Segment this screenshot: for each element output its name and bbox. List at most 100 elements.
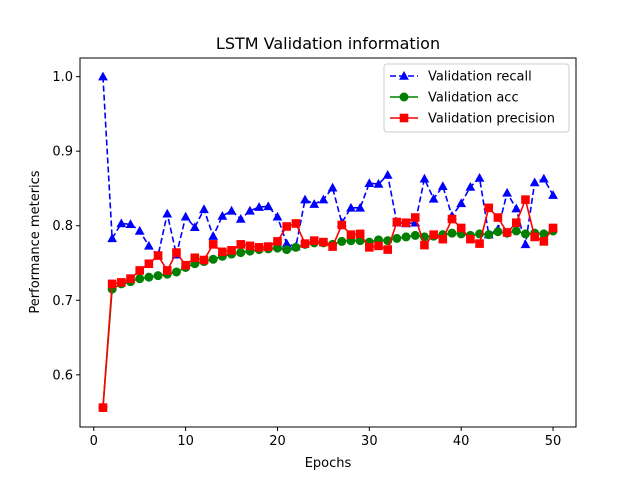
validation-precision-point	[447, 214, 457, 224]
validation-recall-point	[318, 194, 329, 204]
validation-recall-point	[529, 177, 540, 187]
validation-precision-point	[144, 259, 154, 269]
validation-precision-point	[199, 255, 209, 265]
x-axis-label: Epochs	[305, 456, 352, 471]
validation-recall-point	[98, 71, 108, 81]
validation-recall-point	[254, 202, 264, 211]
validation-recall-point	[107, 233, 118, 243]
validation-recall-point	[548, 190, 558, 199]
validation-precision-point	[107, 279, 117, 289]
validation-acc-point	[153, 271, 163, 281]
validation-recall-point	[437, 181, 448, 190]
validation-recall-point	[419, 173, 430, 183]
validation-precision-point	[401, 218, 411, 228]
validation-acc-point	[135, 274, 145, 284]
legend: Validation recall Validation acc Validatio…	[383, 63, 570, 133]
validation-acc-point	[337, 236, 347, 246]
validation-precision-point	[162, 266, 172, 275]
validation-precision-point	[484, 203, 494, 213]
validation-recall-point	[162, 208, 173, 218]
validation-acc-point	[171, 267, 181, 277]
validation-precision-point	[300, 239, 310, 248]
validation-recall-point	[327, 182, 338, 192]
y-axis-label: Performance meterics	[28, 170, 43, 313]
validation-precision-point	[236, 240, 246, 249]
y-tick-label: 0.9	[52, 145, 73, 160]
validation-acc-point	[282, 245, 292, 255]
validation-precision-point	[521, 195, 530, 204]
validation-precision-point	[273, 237, 282, 246]
validation-recall-point	[125, 219, 136, 228]
validation-recall-point	[373, 178, 384, 188]
validation-precision-point	[190, 253, 200, 263]
validation-recall-point	[428, 193, 439, 203]
legend-label: Validation precision	[428, 112, 555, 127]
validation-recall-point	[208, 231, 219, 240]
validation-precision-point	[117, 278, 126, 287]
legend-item-validation-recall: Validation recall	[390, 70, 532, 85]
y-tick-label: 0.8	[52, 219, 73, 234]
axes: 0 10 20 30 40 50 0.6 0.7 0.8 0.9 1.0	[52, 70, 561, 449]
validation-acc-point	[144, 272, 154, 282]
x-tick-label: 0	[90, 434, 98, 449]
plot-frame	[79, 57, 577, 428]
validation-acc-point	[236, 248, 246, 258]
validation-precision-point	[502, 228, 512, 237]
validation-precision-point	[218, 247, 227, 257]
validation-recall-point	[355, 202, 366, 212]
validation-recall-point	[364, 178, 375, 187]
validation-precision-point	[282, 222, 291, 231]
validation-recall-point	[245, 205, 255, 215]
legend-box	[383, 63, 570, 133]
validation-recall-point	[134, 225, 145, 235]
legend-item-validation-precision: Validation precision	[390, 112, 555, 127]
validation-precision-point	[309, 236, 319, 245]
validation-recall-point	[144, 240, 154, 250]
validation-precision-point	[153, 251, 163, 260]
validation-precision-point	[337, 220, 347, 230]
validation-precision-point	[392, 217, 402, 227]
validation-precision-point	[410, 213, 420, 222]
validation-precision-point	[548, 223, 558, 233]
validation-recall-point	[300, 194, 310, 204]
validation-acc-point	[291, 242, 301, 252]
validation-precision-point	[291, 219, 301, 228]
validation-recall-point	[116, 218, 127, 228]
validation-precision-point	[511, 218, 521, 228]
validation-recall-point	[180, 211, 191, 221]
y-tick-label: 0.6	[52, 368, 73, 383]
validation-precision-point	[475, 239, 484, 248]
validation-precision-point	[355, 229, 365, 239]
validation-acc-point	[484, 230, 494, 240]
validation-precision-point	[245, 241, 255, 251]
y-tick-label: 0.7	[52, 294, 73, 309]
validation-precision-point	[383, 245, 393, 254]
legend-swatch-marker	[399, 92, 409, 102]
validation-recall-point	[538, 173, 549, 183]
validation-acc-point	[511, 226, 521, 236]
validation-precision-series	[98, 195, 558, 412]
validation-acc-point	[410, 230, 420, 240]
validation-recall-point	[272, 211, 283, 221]
validation-precision-point	[172, 248, 181, 257]
validation-precision-point	[374, 241, 383, 251]
validation-precision-point	[227, 246, 236, 255]
y-tick-label: 1.0	[52, 70, 73, 85]
validation-precision-point	[254, 243, 264, 252]
validation-acc-point	[208, 254, 218, 264]
validation-precision-point	[208, 240, 218, 249]
validation-recall-point	[456, 198, 467, 208]
validation-precision-point	[126, 274, 135, 283]
validation-recall-point	[235, 213, 246, 223]
validation-recall-point	[199, 204, 209, 214]
validation-precision-point	[263, 242, 273, 251]
chart-title: LSTM Validation information	[216, 34, 440, 53]
validation-recall-point	[520, 239, 531, 249]
validation-recall-point	[226, 205, 237, 215]
validation-precision-point	[365, 243, 374, 252]
validation-precision-point	[328, 242, 337, 251]
validation-acc-point	[447, 228, 457, 238]
validation-precision-point	[135, 266, 145, 275]
x-tick-label: 10	[177, 434, 194, 449]
